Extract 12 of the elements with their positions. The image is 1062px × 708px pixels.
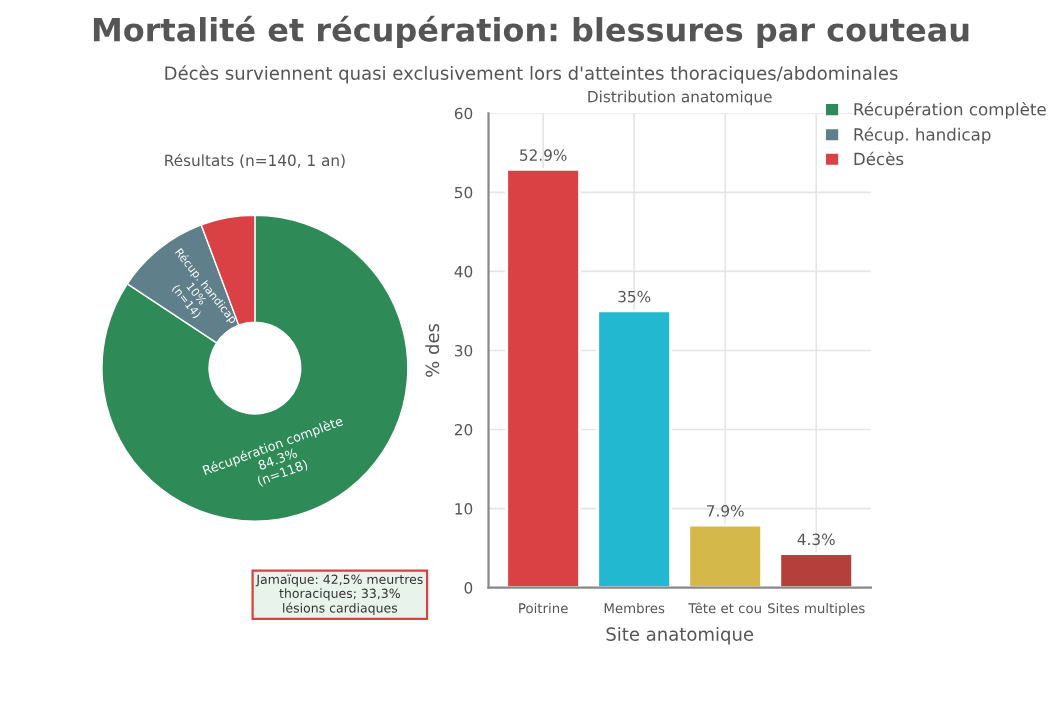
donut-slice: [101, 214, 409, 522]
legend-label: Récup. handicap: [854, 127, 991, 144]
y-axis-title: % des: [425, 323, 440, 377]
x-axis-title: Site anatomique: [606, 626, 754, 645]
bar: [505, 168, 581, 588]
bar: [778, 552, 855, 588]
chart-subtitle: Décès surviennent quasi exclusivement lors d'atteintes thoraciques/abdominales: [165, 65, 898, 84]
bar: [596, 309, 672, 588]
legend-label: Décès: [854, 151, 904, 166]
legend-label: Récupération complète: [854, 102, 1046, 119]
bar: [687, 523, 763, 588]
chart-title: Mortalité et récupération: blessures par couteau: [93, 15, 969, 48]
